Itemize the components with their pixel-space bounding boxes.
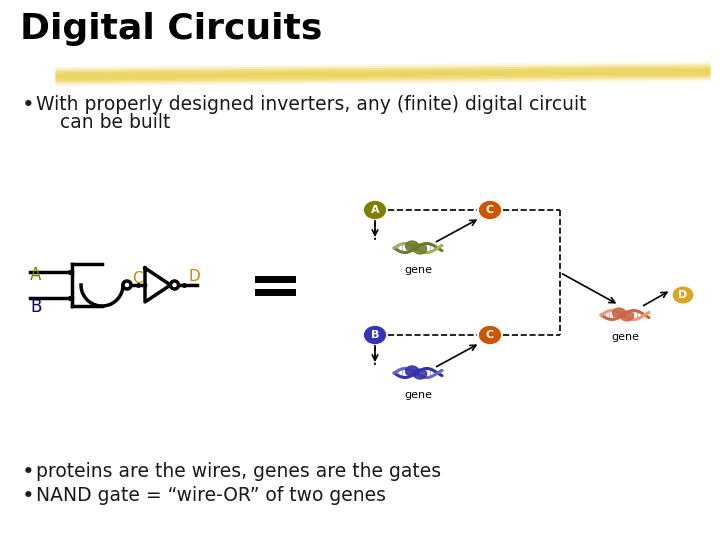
Text: D: D xyxy=(189,269,200,284)
Circle shape xyxy=(171,281,179,289)
Text: Digital Circuits: Digital Circuits xyxy=(20,12,323,46)
Ellipse shape xyxy=(364,327,385,343)
Text: gene: gene xyxy=(404,390,432,400)
Ellipse shape xyxy=(364,201,385,219)
Text: A: A xyxy=(371,205,379,215)
Ellipse shape xyxy=(405,366,418,376)
Ellipse shape xyxy=(405,241,418,251)
Text: gene: gene xyxy=(611,332,639,342)
Ellipse shape xyxy=(413,244,426,254)
Text: gene: gene xyxy=(404,265,432,275)
Text: NAND gate = “wire-OR” of two genes: NAND gate = “wire-OR” of two genes xyxy=(36,486,386,505)
Text: proteins are the wires, genes are the gates: proteins are the wires, genes are the ga… xyxy=(36,462,441,481)
Text: B: B xyxy=(371,330,379,340)
Text: With properly designed inverters, any (finite) digital circuit: With properly designed inverters, any (f… xyxy=(36,95,587,114)
Text: •: • xyxy=(22,486,35,506)
Circle shape xyxy=(123,281,131,289)
Ellipse shape xyxy=(613,308,626,318)
Ellipse shape xyxy=(621,311,634,321)
Ellipse shape xyxy=(413,369,426,379)
Text: B: B xyxy=(30,298,41,316)
Text: •: • xyxy=(22,462,35,482)
Text: can be built: can be built xyxy=(36,113,171,132)
Ellipse shape xyxy=(673,287,693,303)
Ellipse shape xyxy=(480,327,500,343)
Ellipse shape xyxy=(480,201,500,219)
Text: C: C xyxy=(486,205,494,215)
Text: C: C xyxy=(132,271,143,286)
Text: C: C xyxy=(486,330,494,340)
Text: A: A xyxy=(30,266,41,284)
Text: D: D xyxy=(678,290,688,300)
Text: •: • xyxy=(22,95,35,115)
